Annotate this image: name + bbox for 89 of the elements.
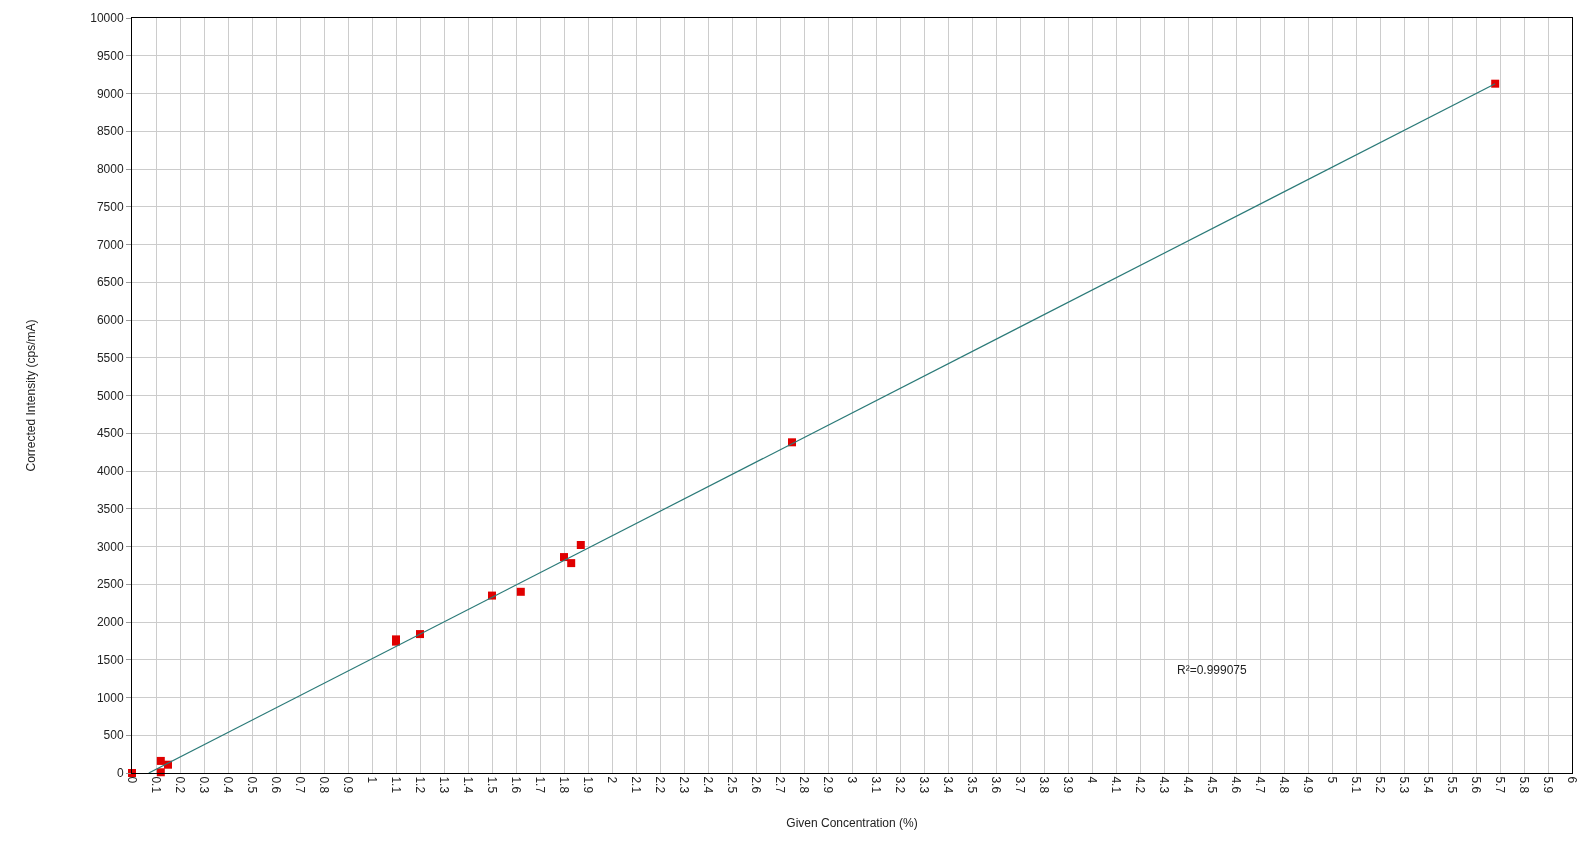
x-tick-label: 1.3: [437, 776, 452, 794]
x-tick-label: 0.9: [341, 776, 356, 794]
x-axis-title: Given Concentration (%): [786, 816, 918, 831]
x-tick-label: 1.6: [509, 776, 524, 794]
y-tick-label: 7000: [96, 237, 124, 252]
x-tick-label: 3: [845, 776, 860, 784]
x-tick-label: 2.7: [773, 776, 788, 794]
x-tick-label: 2.1: [629, 776, 644, 794]
x-tick-label: 3.6: [989, 776, 1004, 794]
y-tick-label: 8000: [96, 162, 124, 177]
y-tick-label: 500: [103, 728, 124, 743]
y-tick-label: 8500: [96, 124, 124, 139]
y-tick-label: 5500: [96, 350, 124, 365]
x-tick-label: 1.2: [413, 776, 428, 794]
y-tick-label: 9000: [96, 86, 124, 101]
x-tick-label: 5.8: [1517, 776, 1532, 794]
x-tick-label: 2: [605, 776, 620, 784]
x-tick-label: 3.4: [941, 776, 956, 794]
point: [576, 540, 585, 549]
x-tick-label: 4.7: [1253, 776, 1268, 794]
x-tick-label: 5: [1325, 776, 1340, 784]
x-tick-label: 1.1: [389, 776, 404, 794]
x-tick-label: 1: [365, 776, 380, 784]
point: [567, 559, 576, 568]
x-tick-label: 0.3: [197, 776, 212, 794]
y-tick-label: 6000: [96, 313, 124, 328]
x-tick-label: 2.5: [725, 776, 740, 794]
x-tick-label: 4.6: [1229, 776, 1244, 794]
x-tick-label: 5.1: [1349, 776, 1364, 794]
x-tick-label: 4: [1085, 776, 1100, 784]
x-tick-label: 3.3: [917, 776, 932, 794]
x-tick-label: 5.4: [1421, 776, 1436, 794]
x-tick-label: 1.9: [581, 776, 596, 794]
y-tick-label: 9500: [96, 48, 124, 63]
x-tick-label: 1.5: [485, 776, 500, 794]
y-axis-title: Corrected Intensity (cps/mA): [23, 319, 38, 472]
x-tick-label: 5.3: [1397, 776, 1412, 794]
x-tick-label: 2.3: [677, 776, 692, 794]
x-tick-label: 1.7: [533, 776, 548, 794]
x-tick-label: 2.6: [749, 776, 764, 794]
x-tick-label: 3.1: [869, 776, 884, 794]
x-tick-label: 0.2: [173, 776, 188, 794]
x-tick-label: 3.7: [1013, 776, 1028, 794]
x-tick-label: 6: [1565, 776, 1580, 784]
x-tick-label: 4.3: [1157, 776, 1172, 794]
x-tick-label: 5.5: [1445, 776, 1460, 794]
y-tick-label: 1500: [96, 652, 124, 667]
y-tick-label: 7500: [96, 199, 124, 214]
x-tick-label: 4.4: [1181, 776, 1196, 794]
y-tick-label: 4000: [96, 464, 124, 479]
x-tick-label: 2.9: [821, 776, 836, 794]
x-tick-label: 0: [125, 776, 140, 784]
x-tick-label: 5.9: [1541, 776, 1556, 794]
x-tick-label: 2.4: [701, 776, 716, 794]
y-tick-label: 5000: [96, 388, 124, 403]
x-tick-label: 3.5: [965, 776, 980, 794]
y-tick-label: 6500: [96, 275, 124, 290]
x-tick-label: 3.2: [893, 776, 908, 794]
x-tick-label: 5.7: [1493, 776, 1508, 794]
y-tick-label: 1000: [96, 690, 124, 705]
point: [156, 756, 165, 765]
y-tick-label: 4500: [96, 426, 124, 441]
x-tick-label: 1.8: [557, 776, 572, 794]
x-tick-label: 2.8: [797, 776, 812, 794]
x-tick-label: 4.9: [1301, 776, 1316, 794]
x-tick-label: 0.7: [293, 776, 308, 794]
y-tick-label: 2500: [96, 577, 124, 592]
x-tick-label: 2.2: [653, 776, 668, 794]
x-tick-label: 4.5: [1205, 776, 1220, 794]
x-tick-label: 3.8: [1037, 776, 1052, 794]
y-tick-label: 10000: [90, 11, 124, 26]
annotation: R²=0.999075: [1177, 663, 1248, 677]
x-tick-label: 0.6: [269, 776, 284, 794]
x-tick-label: 3.9: [1061, 776, 1076, 794]
x-tick-label: 5.6: [1469, 776, 1484, 794]
x-tick-label: 0.5: [245, 776, 260, 794]
x-tick-label: 0.1: [149, 776, 164, 794]
y-tick-label: 3000: [96, 539, 124, 554]
point: [516, 587, 525, 596]
point: [1491, 79, 1500, 88]
x-tick-label: 4.8: [1277, 776, 1292, 794]
x-tick-label: 0.4: [221, 776, 236, 794]
x-tick-label: 4.2: [1133, 776, 1148, 794]
y-tick-label: 3500: [96, 501, 124, 516]
y-tick-label: 2000: [96, 615, 124, 630]
x-tick-label: 0.8: [317, 776, 332, 794]
x-tick-label: 1.4: [461, 776, 476, 794]
x-tick-label: 4.1: [1109, 776, 1124, 794]
x-tick-label: 5.2: [1373, 776, 1388, 794]
